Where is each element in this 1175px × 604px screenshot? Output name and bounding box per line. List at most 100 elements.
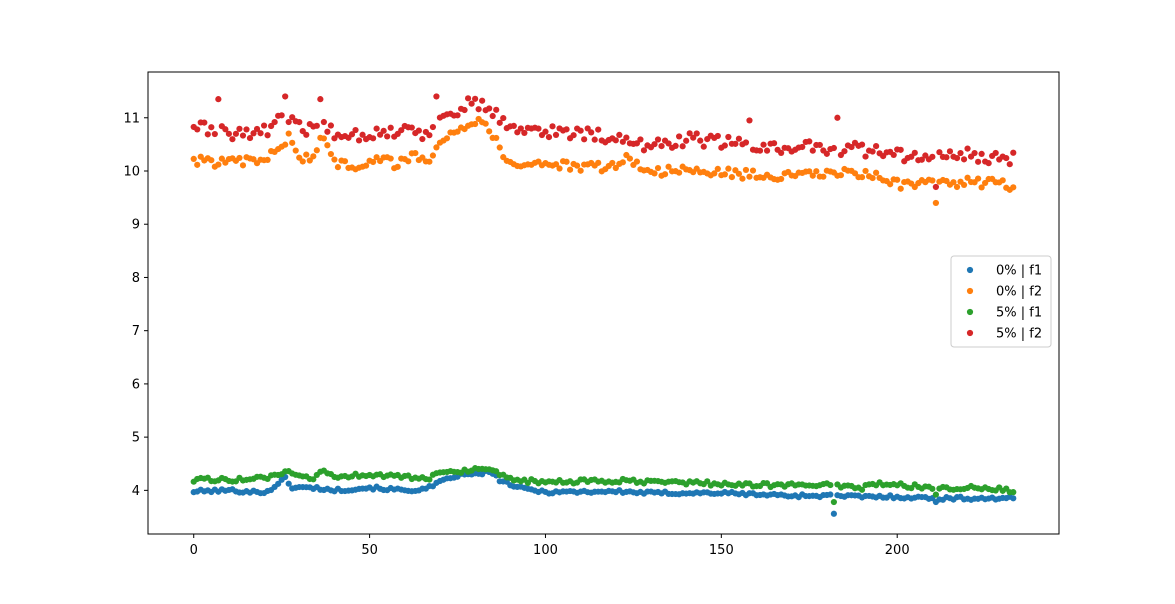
- data-point: [552, 131, 560, 138]
- data-point: [236, 125, 243, 132]
- data-point: [566, 166, 574, 173]
- data-point: [714, 132, 721, 140]
- data-point: [858, 141, 866, 148]
- data-point: [626, 155, 633, 162]
- data-point: [296, 118, 303, 126]
- data-point: [331, 156, 338, 163]
- data-point: [285, 130, 292, 137]
- data-point: [862, 153, 869, 160]
- data-point: [633, 158, 641, 165]
- data-point: [651, 170, 658, 177]
- data-point: [830, 510, 837, 517]
- data-point: [830, 144, 837, 152]
- data-point: [848, 143, 855, 151]
- series-3-points: [190, 465, 1017, 506]
- data-point: [222, 126, 229, 133]
- data-point: [239, 132, 247, 139]
- data-point: [816, 141, 823, 149]
- data-point: [260, 122, 268, 129]
- x-tick-label: 100: [533, 543, 558, 558]
- data-point: [306, 157, 313, 164]
- data-point: [862, 167, 869, 175]
- data-point: [454, 128, 461, 135]
- data-point: [799, 143, 806, 151]
- data-point: [549, 123, 556, 130]
- data-point: [394, 163, 401, 170]
- data-point: [616, 131, 623, 138]
- data-point: [640, 147, 648, 154]
- data-point: [486, 105, 493, 112]
- data-point: [468, 100, 475, 107]
- data-point: [978, 150, 985, 157]
- data-point: [588, 129, 595, 136]
- data-point: [429, 123, 437, 131]
- data-point: [693, 130, 700, 137]
- series-1-points: [190, 467, 1017, 517]
- data-point: [493, 134, 500, 142]
- data-point: [985, 160, 992, 167]
- data-point: [1010, 184, 1017, 191]
- data-point: [999, 177, 1006, 184]
- data-point: [894, 176, 901, 183]
- legend: 0% | f1 0% | f2 5% | f1 5% | f2: [950, 255, 1052, 348]
- data-point: [352, 126, 359, 134]
- legend-marker: [966, 308, 974, 316]
- legend-box: [950, 255, 1052, 348]
- data-point: [282, 93, 289, 100]
- data-point: [690, 134, 697, 141]
- data-point: [570, 132, 577, 139]
- data-point: [1010, 495, 1017, 502]
- data-point: [341, 158, 349, 165]
- legend-entry-2: 0% | f2: [966, 285, 1042, 300]
- data-point: [461, 106, 468, 114]
- data-point: [426, 476, 433, 483]
- data-point: [327, 150, 334, 158]
- data-point: [405, 158, 412, 165]
- data-point: [918, 156, 925, 163]
- data-point: [711, 170, 718, 177]
- data-point: [415, 127, 422, 134]
- y-tick-label: 7: [132, 324, 140, 339]
- data-point: [950, 179, 957, 186]
- data-point: [500, 114, 507, 122]
- data-point: [679, 143, 686, 150]
- data-point: [619, 159, 626, 166]
- data-point: [932, 491, 939, 498]
- x-tick-label: 0: [190, 543, 198, 558]
- data-point: [658, 143, 665, 150]
- data-point: [665, 163, 672, 170]
- data-point: [953, 183, 961, 191]
- data-point: [721, 142, 728, 149]
- y-tick-label: 10: [123, 165, 140, 180]
- data-point: [749, 167, 757, 174]
- legend-label: 5% | f1: [996, 306, 1042, 321]
- data-point: [232, 130, 240, 137]
- data-point: [362, 162, 370, 169]
- data-point: [746, 117, 753, 124]
- data-point: [577, 167, 584, 174]
- series-2-points: [190, 115, 1017, 207]
- data-point: [190, 155, 197, 162]
- data-point: [742, 139, 750, 146]
- data-point: [211, 130, 218, 138]
- data-point: [250, 156, 257, 163]
- data-point: [496, 144, 503, 151]
- legend-entry-4: 5% | f2: [966, 327, 1042, 342]
- data-point: [676, 169, 683, 176]
- data-point: [637, 136, 644, 143]
- data-point: [313, 147, 320, 154]
- data-point: [433, 93, 440, 100]
- data-point: [545, 134, 553, 141]
- x-tick-label: 200: [885, 543, 910, 558]
- data-point: [728, 174, 735, 181]
- data-point: [672, 142, 679, 149]
- data-point: [714, 165, 721, 172]
- data-point: [809, 172, 816, 179]
- data-point: [285, 118, 292, 126]
- data-point: [275, 480, 282, 487]
- data-point: [204, 131, 211, 138]
- data-point: [373, 125, 380, 132]
- data-point: [412, 149, 419, 157]
- data-point: [285, 480, 292, 487]
